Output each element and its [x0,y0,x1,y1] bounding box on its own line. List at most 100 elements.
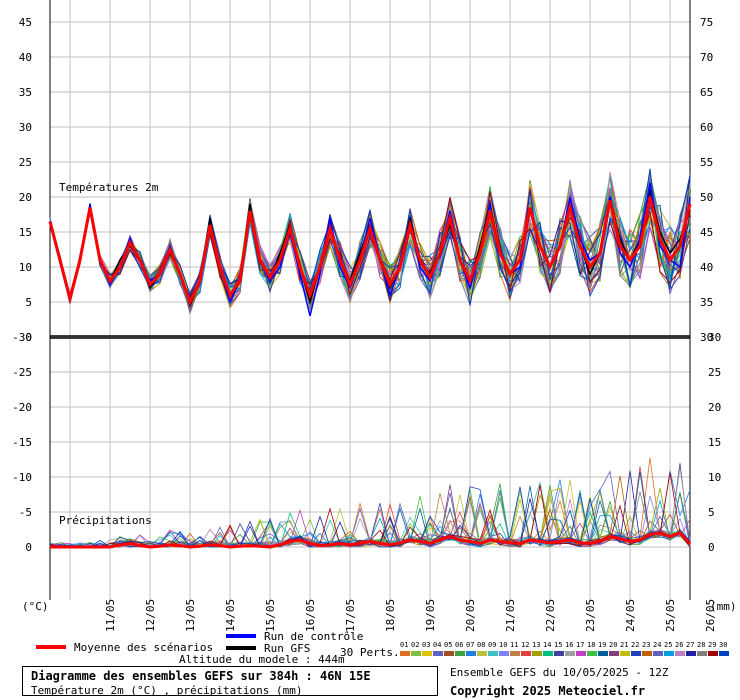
legend-pert-swatch [675,651,685,656]
legend-pert-swatch [543,651,553,656]
legend-pert-number: 19 [598,641,606,649]
legend-pert-swatch [664,651,674,656]
y-tick-label: -5 [19,506,32,519]
x-tick-label: 16/05 [304,599,317,632]
y-tick-label-right: 5 [708,506,715,519]
legend-pert-number: 27 [686,641,694,649]
x-tick-label: 22/05 [544,599,557,632]
legend-pert-number: 29 [708,641,716,649]
legend-pert-number: 15 [554,641,562,649]
legend-pert-swatch [719,651,729,656]
x-tick-label: 19/05 [424,599,437,632]
legend-pert-swatch [598,651,608,656]
y-tick-label: 0 [25,541,32,554]
legend-pert-number: 18 [587,641,595,649]
legend-pert-number: 05 [444,641,452,649]
legend-pert-number: 25 [664,641,672,649]
y-tick-label: 40 [19,51,32,64]
legend-pert-swatch [411,651,421,656]
legend-pert-swatch [609,651,619,656]
y-tick-label-right: 55 [700,156,713,169]
perturbation-precip-line [49,499,691,548]
legend-pert-swatch [510,651,520,656]
legend-pert-number: 14 [543,641,551,649]
y-tick-label-right: 50 [700,191,713,204]
diagram-title: Diagramme des ensembles GEFS sur 384h : … [31,669,371,683]
y-tick-label-right: 20 [708,401,721,414]
perturbation-precip-line [49,457,691,548]
x-tick-label: 11/05 [104,599,117,632]
y-tick-label-right: 75 [700,16,713,29]
legend-pert-swatch [444,651,454,656]
y-tick-label-right: 40 [700,261,713,274]
x-tick-label: 14/05 [224,599,237,632]
legend-pert-swatch [488,651,498,656]
legend-mean-label: Moyenne des scénarios [74,641,213,654]
legend-pert-number: 12 [521,641,529,649]
x-tick-label: 23/05 [584,599,597,632]
y-tick-label-right: 30 [700,331,713,344]
legend-pert-number: 08 [477,641,485,649]
legend-pert-swatch [532,651,542,656]
y-tick-label: 5 [25,296,32,309]
temperature-panel-label: Températures 2m [59,181,159,194]
legend-perts-label: 30 Perts. [340,646,400,659]
mean-precipitation-line [50,531,692,549]
y-tick-label-right: 45 [700,226,713,239]
x-tick-label: 13/05 [184,599,197,632]
legend-pert-swatch [521,651,531,656]
legend-gfs-label: Run GFS [264,642,310,655]
x-tick-label: 12/05 [144,599,157,632]
legend-pert-number: 07 [466,641,474,649]
legend-pert-swatch [631,651,641,656]
legend-pert-swatch [653,651,663,656]
x-tick-label: 26/05 [704,599,717,632]
y-tick-label: -30 [12,331,32,344]
y-tick-label: 20 [19,191,32,204]
legend-pert-swatch [642,651,652,656]
y-tick-label: -25 [12,366,32,379]
unit-label-right: (mm) [710,600,737,613]
legend-pert-number: 01 [400,641,408,649]
y-tick-label: -10 [12,471,32,484]
altitude-label: Altitude du modele : 444m [179,653,345,666]
legend-pert-number: 20 [609,641,617,649]
y-tick-label-right: 25 [708,366,721,379]
y-tick-label: 15 [19,226,32,239]
legend-pert-number: 28 [697,641,705,649]
ensemble-run-label: Ensemble GEFS du 10/05/2025 - 12Z [450,666,669,679]
precipitation-panel-label: Précipitations [59,514,152,527]
mean-temperature-line [48,196,692,306]
y-tick-label-right: 15 [708,436,721,449]
legend-pert-swatch [554,651,564,656]
legend-pert-number: 26 [675,641,683,649]
y-tick-label-right: 0 [708,541,715,554]
copyright-text: Copyright 2025 Meteociel.fr [450,684,646,698]
legend-pert-swatch [466,651,476,656]
legend-pert-swatch [565,651,575,656]
x-tick-label: 15/05 [264,599,277,632]
legend-pert-swatch [686,651,696,656]
legend-pert-number: 03 [422,641,430,649]
legend-pert-swatch [455,651,465,656]
legend-pert-number: 16 [565,641,573,649]
x-tick-label: 20/05 [464,599,477,632]
legend-pert-number: 30 [719,641,727,649]
perturbation-temp-line [49,168,691,306]
y-tick-label: 10 [19,261,32,274]
perturbation-temp-line [49,191,691,304]
legend-pert-number: 21 [620,641,628,649]
unit-label-left: (°C) [22,600,49,613]
legend-pert-swatch [400,651,410,656]
legend-pert-swatch [433,651,443,656]
y-tick-label-right: 30 [708,331,721,344]
legend-pert-number: 11 [510,641,518,649]
legend-pert-number: 09 [488,641,496,649]
legend-pert-number: 22 [631,641,639,649]
diagram-subtitle: Température 2m (°C) , précipitations (mm… [31,684,303,697]
y-tick-label: 25 [19,156,32,169]
legend-pert-number: 13 [532,641,540,649]
legend-pert-swatch [422,651,432,656]
legend-pert-number: 02 [411,641,419,649]
